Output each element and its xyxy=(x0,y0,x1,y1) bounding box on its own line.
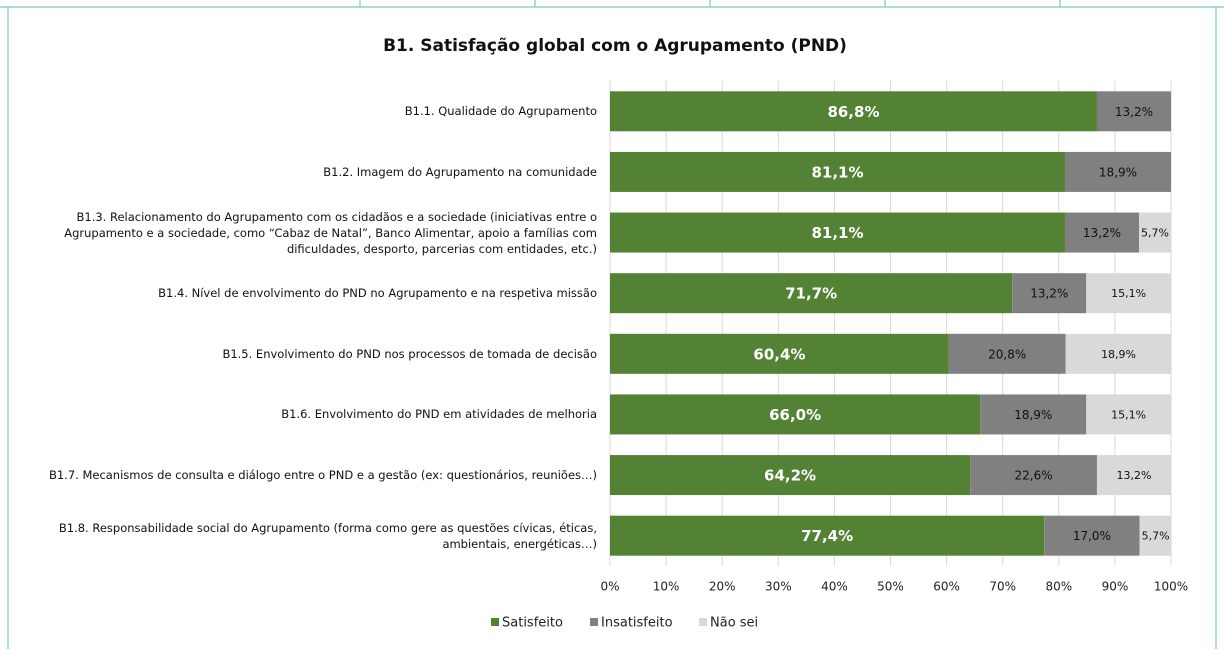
bar-segment xyxy=(610,151,1065,192)
bar-segment xyxy=(1096,91,1171,132)
x-tick-label: 10% xyxy=(653,580,680,594)
bar-segment xyxy=(1086,394,1171,435)
data-label: 5,7% xyxy=(1142,530,1170,543)
category-label: B1.3. Relacionamento do Agrupamento com … xyxy=(64,209,597,256)
x-tick-label: 40% xyxy=(821,580,848,594)
bar-segment xyxy=(610,333,949,374)
category-label: B1.1. Qualidade do Agrupamento xyxy=(404,104,597,119)
legend-swatch xyxy=(590,618,598,626)
data-label: 13,2% xyxy=(1115,105,1153,119)
bar-segment xyxy=(610,212,1065,253)
x-tick-label: 100% xyxy=(1154,580,1188,594)
data-label: 20,8% xyxy=(988,347,1026,361)
data-label: 18,9% xyxy=(1101,348,1136,361)
x-tick-label: 90% xyxy=(1102,580,1129,594)
bar-segment xyxy=(1139,212,1171,253)
chart-title: B1. Satisfação global com o Agrupamento … xyxy=(383,36,847,56)
category-label: B1.5. Envolvimento do PND nos processos … xyxy=(222,346,597,361)
data-label: 22,6% xyxy=(1014,469,1052,483)
bar-segment xyxy=(610,91,1097,132)
legend-swatch xyxy=(699,618,707,626)
bar-segment xyxy=(610,515,1045,556)
data-label: 66,0% xyxy=(769,406,821,424)
data-label: 15,1% xyxy=(1111,287,1146,300)
x-tick-label: 70% xyxy=(989,580,1016,594)
category-label: B1.7. Mecanismos de consulta e diálogo e… xyxy=(48,468,597,483)
x-tick-label: 30% xyxy=(765,580,792,594)
category-label: B1.4. Nível de envolvimento do PND no Ag… xyxy=(158,286,597,301)
legend-label: Insatisfeito xyxy=(601,616,673,631)
bar-segment xyxy=(1064,212,1140,253)
data-label: 15,1% xyxy=(1111,408,1146,421)
legend-swatch xyxy=(491,618,499,626)
data-label: 64,2% xyxy=(764,467,816,485)
legend-label: Satisfeito xyxy=(502,616,563,631)
bar-segment xyxy=(1012,273,1087,314)
bar-segment xyxy=(1139,515,1172,556)
data-label: 5,7% xyxy=(1141,227,1169,240)
bar-segment xyxy=(1096,455,1171,496)
data-label: 13,2% xyxy=(1030,287,1068,301)
category-label: B1.6. Envolvimento do PND em atividades … xyxy=(281,407,597,422)
bar-segment xyxy=(1086,273,1171,314)
data-label: 13,2% xyxy=(1083,226,1121,240)
bar-segment xyxy=(610,273,1013,314)
bar-segment xyxy=(970,455,1097,496)
x-tick-label: 60% xyxy=(933,580,960,594)
x-tick-label: 80% xyxy=(1045,580,1072,594)
legend-label: Não sei xyxy=(710,616,758,631)
data-label: 71,7% xyxy=(785,285,837,303)
data-label: 18,9% xyxy=(1014,408,1052,422)
x-tick-label: 20% xyxy=(709,580,736,594)
bar-segment xyxy=(610,394,981,435)
bar-segment xyxy=(1065,333,1172,374)
data-label: 77,4% xyxy=(801,527,853,545)
bar-segment xyxy=(948,333,1066,374)
data-label: 86,8% xyxy=(827,103,879,121)
data-label: 81,1% xyxy=(811,163,863,181)
bar-segment xyxy=(1044,515,1140,556)
bar-segment xyxy=(610,455,971,496)
x-tick-label: 50% xyxy=(877,580,904,594)
data-label: 17,0% xyxy=(1073,529,1111,543)
data-label: 18,9% xyxy=(1099,165,1137,179)
data-label: 13,2% xyxy=(1116,469,1151,482)
data-label: 81,1% xyxy=(811,224,863,242)
category-label: B1.8. Responsabilidade social do Agrupam… xyxy=(58,520,597,551)
data-label: 60,4% xyxy=(753,345,805,363)
bar-segment xyxy=(980,394,1087,435)
x-tick-label: 0% xyxy=(600,580,619,594)
bar-segment xyxy=(1064,151,1171,192)
category-label: B1.2. Imagem do Agrupamento na comunidad… xyxy=(323,164,597,179)
